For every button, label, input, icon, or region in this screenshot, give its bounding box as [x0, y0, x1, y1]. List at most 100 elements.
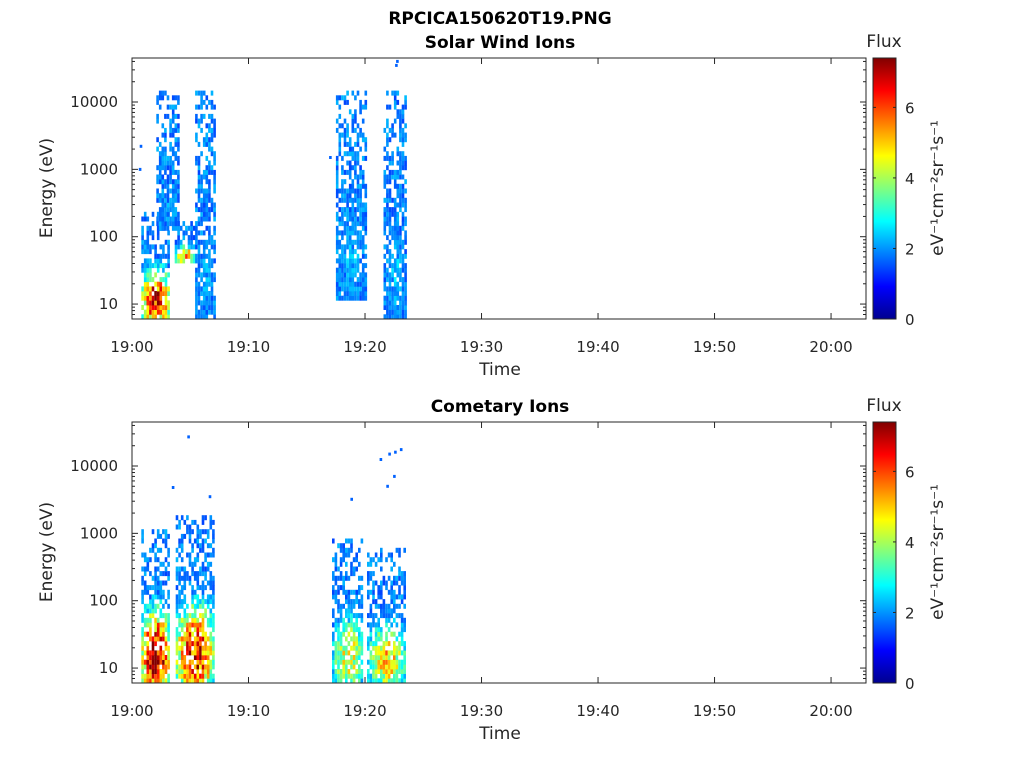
heatmap-cell [343, 193, 347, 199]
heatmap-cell [396, 249, 400, 255]
heatmap-cell [187, 249, 191, 255]
heatmap-cell [393, 207, 397, 213]
heatmap-cell [388, 179, 392, 185]
heatmap-cell [151, 613, 155, 619]
heatmap-cell [171, 183, 175, 189]
heatmap-cell [354, 291, 357, 296]
heatmap-cell [377, 603, 380, 609]
heatmap-cell [339, 571, 343, 577]
heatmap-cell [342, 552, 345, 558]
heatmap-cell [361, 286, 365, 292]
heatmap-cell [383, 286, 387, 292]
heatmap-cell [388, 253, 392, 259]
heatmap-cell [196, 659, 200, 665]
heatmap-cell [151, 211, 155, 217]
heatmap-cell [146, 309, 150, 315]
heatmap-cell [208, 258, 211, 264]
heatmap-cell [187, 253, 191, 259]
heatmap-cell [399, 113, 402, 119]
heatmap-cell [386, 141, 389, 147]
heatmap-cell [195, 90, 198, 96]
heatmap-cell [398, 552, 401, 558]
heatmap-cell [352, 655, 356, 660]
heatmap-cell [183, 659, 187, 665]
heatmap-cell [208, 137, 211, 143]
heatmap-cell [200, 179, 203, 185]
heatmap-cell [209, 650, 213, 656]
heatmap-cell [388, 188, 392, 194]
heatmap-cell [177, 179, 180, 185]
heatmap-cell [393, 664, 396, 670]
heatmap-cell [342, 673, 345, 679]
heatmap-cell [208, 169, 211, 175]
heatmap-cell [395, 613, 399, 619]
heatmap-cell [156, 529, 160, 535]
heatmap-cell [201, 659, 205, 665]
heatmap-cell [352, 589, 356, 595]
heatmap-cell [156, 575, 160, 581]
heatmap-cell [342, 664, 345, 670]
heatmap-cell [345, 575, 348, 581]
heatmap-cell [167, 300, 170, 306]
heatmap-cell [177, 225, 180, 231]
heatmap-cell [188, 613, 192, 619]
heatmap-cell [190, 235, 193, 241]
heatmap-cell [346, 277, 349, 283]
heatmap-cell [164, 207, 167, 213]
heatmap-cell [383, 146, 387, 152]
heatmap-cell [356, 160, 360, 166]
heatmap-cell [149, 664, 152, 670]
heatmap-cell [193, 608, 197, 614]
heatmap-cell [205, 211, 209, 217]
heatmap-cell [197, 272, 201, 278]
heatmap-cell [167, 561, 170, 567]
heatmap-cell [175, 645, 179, 651]
heatmap-cell [141, 267, 144, 273]
heatmap-cell [166, 197, 170, 203]
heatmap-cell [190, 239, 193, 245]
heatmap-cell [348, 216, 352, 222]
heatmap-cell [195, 305, 198, 310]
heatmap-cell [360, 673, 364, 679]
heatmap-cell [188, 557, 192, 563]
heatmap-cell [351, 216, 355, 222]
heatmap-cell [169, 197, 172, 203]
heatmap-cell [175, 515, 179, 521]
heatmap-cell [162, 594, 165, 600]
heatmap-cell [202, 193, 206, 199]
heatmap-cell [146, 645, 150, 651]
heatmap-cell [383, 127, 387, 133]
heatmap-cell [388, 216, 392, 222]
heatmap-cell [178, 655, 181, 660]
heatmap-cell [377, 627, 380, 633]
heatmap-cell [404, 230, 407, 236]
heatmap-cell [403, 678, 406, 684]
heatmap-cell [393, 277, 397, 283]
heatmap-cell [197, 118, 201, 124]
heatmap-cell [185, 230, 188, 236]
heatmap-cell [205, 300, 209, 306]
heatmap-cell [169, 165, 172, 171]
heatmap-cell [143, 557, 147, 563]
heatmap-cell [395, 645, 399, 651]
heatmap-cell [197, 295, 201, 301]
heatmap-cell [154, 636, 157, 642]
heatmap-cell [355, 557, 358, 563]
heatmap-cell [388, 207, 392, 213]
heatmap-cell [345, 650, 348, 656]
heatmap-cell [212, 678, 215, 684]
heatmap-cell [354, 211, 357, 217]
heatmap-cell [396, 174, 400, 180]
heatmap-cell [338, 132, 342, 138]
heatmap-cell [338, 123, 342, 129]
heatmap-cell [383, 197, 387, 203]
heatmap-cell [146, 291, 150, 296]
heatmap-cell [156, 221, 159, 227]
heatmap-cell [337, 599, 340, 605]
heatmap-cell [332, 613, 335, 619]
heatmap-cell [183, 622, 187, 628]
heatmap-cell [388, 249, 392, 255]
heatmap-cell [342, 627, 345, 633]
heatmap-cell [335, 249, 339, 255]
heatmap-cell [210, 113, 214, 119]
